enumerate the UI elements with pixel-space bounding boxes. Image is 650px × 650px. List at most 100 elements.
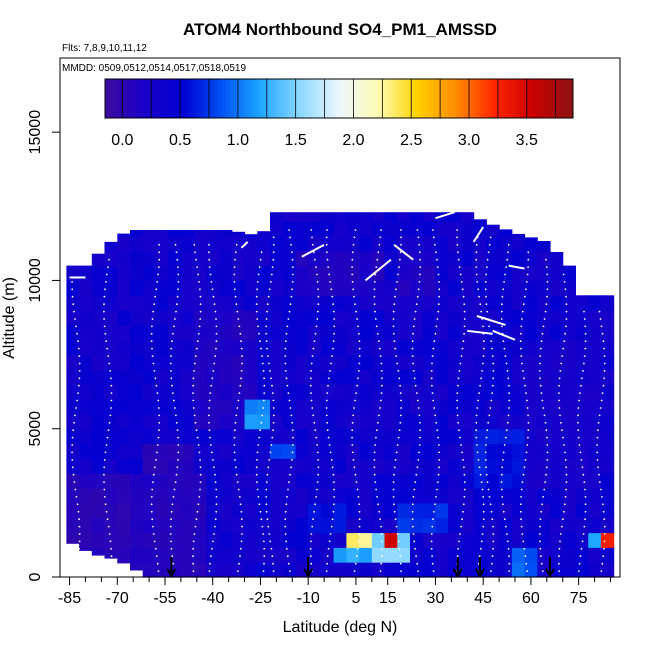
heatmap-cell xyxy=(562,295,576,311)
profile-dot xyxy=(285,547,288,550)
heatmap-cell xyxy=(193,547,207,563)
profile-dot xyxy=(351,421,354,424)
heatmap-cell xyxy=(537,502,551,519)
profile-dot xyxy=(105,510,108,513)
heatmap-cell xyxy=(104,473,118,489)
profile-dot xyxy=(598,414,601,417)
profile-dot xyxy=(271,436,274,439)
heatmap-cell xyxy=(562,413,576,430)
heatmap-cell xyxy=(499,473,513,489)
heatmap-cell xyxy=(550,458,564,474)
profile-dot xyxy=(354,562,357,565)
heatmap-cell xyxy=(142,250,156,267)
profile-dot xyxy=(358,510,361,513)
profile-dot xyxy=(311,355,314,357)
profile-dot xyxy=(211,288,214,291)
heatmap-cell xyxy=(130,369,144,385)
profile-dot xyxy=(76,562,79,565)
profile-dot xyxy=(358,525,361,528)
profile-dot xyxy=(310,540,312,543)
heatmap-cell xyxy=(117,250,131,267)
profile-dot xyxy=(463,481,466,483)
profile-dot xyxy=(272,251,275,254)
profile-dot xyxy=(237,570,239,572)
profile-dot xyxy=(412,325,415,328)
heatmap-cell xyxy=(410,310,424,326)
heatmap-cell xyxy=(270,221,284,237)
profile-dot xyxy=(325,570,328,572)
heatmap-cell xyxy=(346,547,360,563)
profile-dot xyxy=(507,377,510,380)
heatmap-cell xyxy=(359,547,373,563)
profile-dot xyxy=(103,303,105,306)
profile-dot xyxy=(582,473,585,476)
heatmap-cell xyxy=(219,443,233,459)
profile-dot xyxy=(539,362,541,365)
profile-dot xyxy=(583,355,586,357)
profile-dot xyxy=(601,562,604,565)
heatmap-cell xyxy=(537,241,551,252)
profile-dot xyxy=(233,281,236,283)
colorbar-segment xyxy=(112,79,118,118)
heatmap-cell xyxy=(91,428,106,445)
profile-dot xyxy=(326,555,329,558)
heatmap-cell xyxy=(384,339,398,356)
heatmap-cell xyxy=(473,473,487,489)
profile-dot xyxy=(520,332,522,335)
profile-dot xyxy=(562,436,564,439)
colorbar-segment xyxy=(257,79,262,118)
profile-dot xyxy=(265,318,268,320)
profile-dot xyxy=(505,266,508,268)
heatmap-cell xyxy=(244,234,258,237)
heatmap-cell xyxy=(66,532,80,544)
heatmap-cell xyxy=(473,502,487,519)
heatmap-cell xyxy=(511,532,526,548)
profile-dot xyxy=(482,503,485,506)
colorbar-tick-label: 3.0 xyxy=(458,132,480,149)
heatmap-cell xyxy=(448,443,462,459)
profile-dot xyxy=(325,243,328,246)
heatmap-cell xyxy=(180,562,195,578)
profile-dot xyxy=(272,421,275,424)
heatmap-cell xyxy=(270,369,284,385)
profile-dot xyxy=(456,236,458,239)
heatmap-cell xyxy=(371,212,386,222)
colorbar-segment xyxy=(237,79,242,118)
heatmap-cell xyxy=(320,443,335,459)
heatmap-cell xyxy=(91,310,106,326)
profile-dot xyxy=(482,340,485,343)
profile-dot xyxy=(266,473,269,476)
heatmap-cell xyxy=(422,250,436,267)
profile-dot xyxy=(355,555,358,558)
heatmap-cell xyxy=(117,458,131,474)
profile-dot xyxy=(256,318,259,320)
heatmap-cell xyxy=(486,502,500,519)
profile-dot xyxy=(395,288,397,291)
profile-dot xyxy=(419,421,421,424)
profile-dot xyxy=(310,362,313,365)
profile-dot xyxy=(508,399,511,402)
heatmap-cell xyxy=(104,547,118,559)
heatmap-cell xyxy=(206,428,220,445)
heatmap-cell xyxy=(257,443,271,459)
profile-dot xyxy=(78,518,80,521)
heatmap-cell xyxy=(537,458,551,474)
heatmap-cell xyxy=(155,443,169,459)
profile-dot xyxy=(313,340,316,343)
heatmap-cell xyxy=(79,265,93,281)
heatmap-cell xyxy=(346,339,360,356)
heatmap-cell xyxy=(130,324,144,341)
heatmap-cell xyxy=(588,517,602,534)
profile-dot xyxy=(329,281,332,283)
heatmap-cell xyxy=(79,458,93,474)
profile-dot xyxy=(155,288,158,291)
profile-dot xyxy=(546,295,548,298)
profile-dot xyxy=(169,533,172,535)
profile-dot xyxy=(240,340,243,343)
profile-dot xyxy=(506,421,509,424)
profile-dot xyxy=(500,473,503,476)
heatmap-cell xyxy=(422,265,436,281)
profile-dot xyxy=(329,451,332,454)
flight-track-segment xyxy=(240,241,249,249)
profile-dot xyxy=(261,414,264,417)
